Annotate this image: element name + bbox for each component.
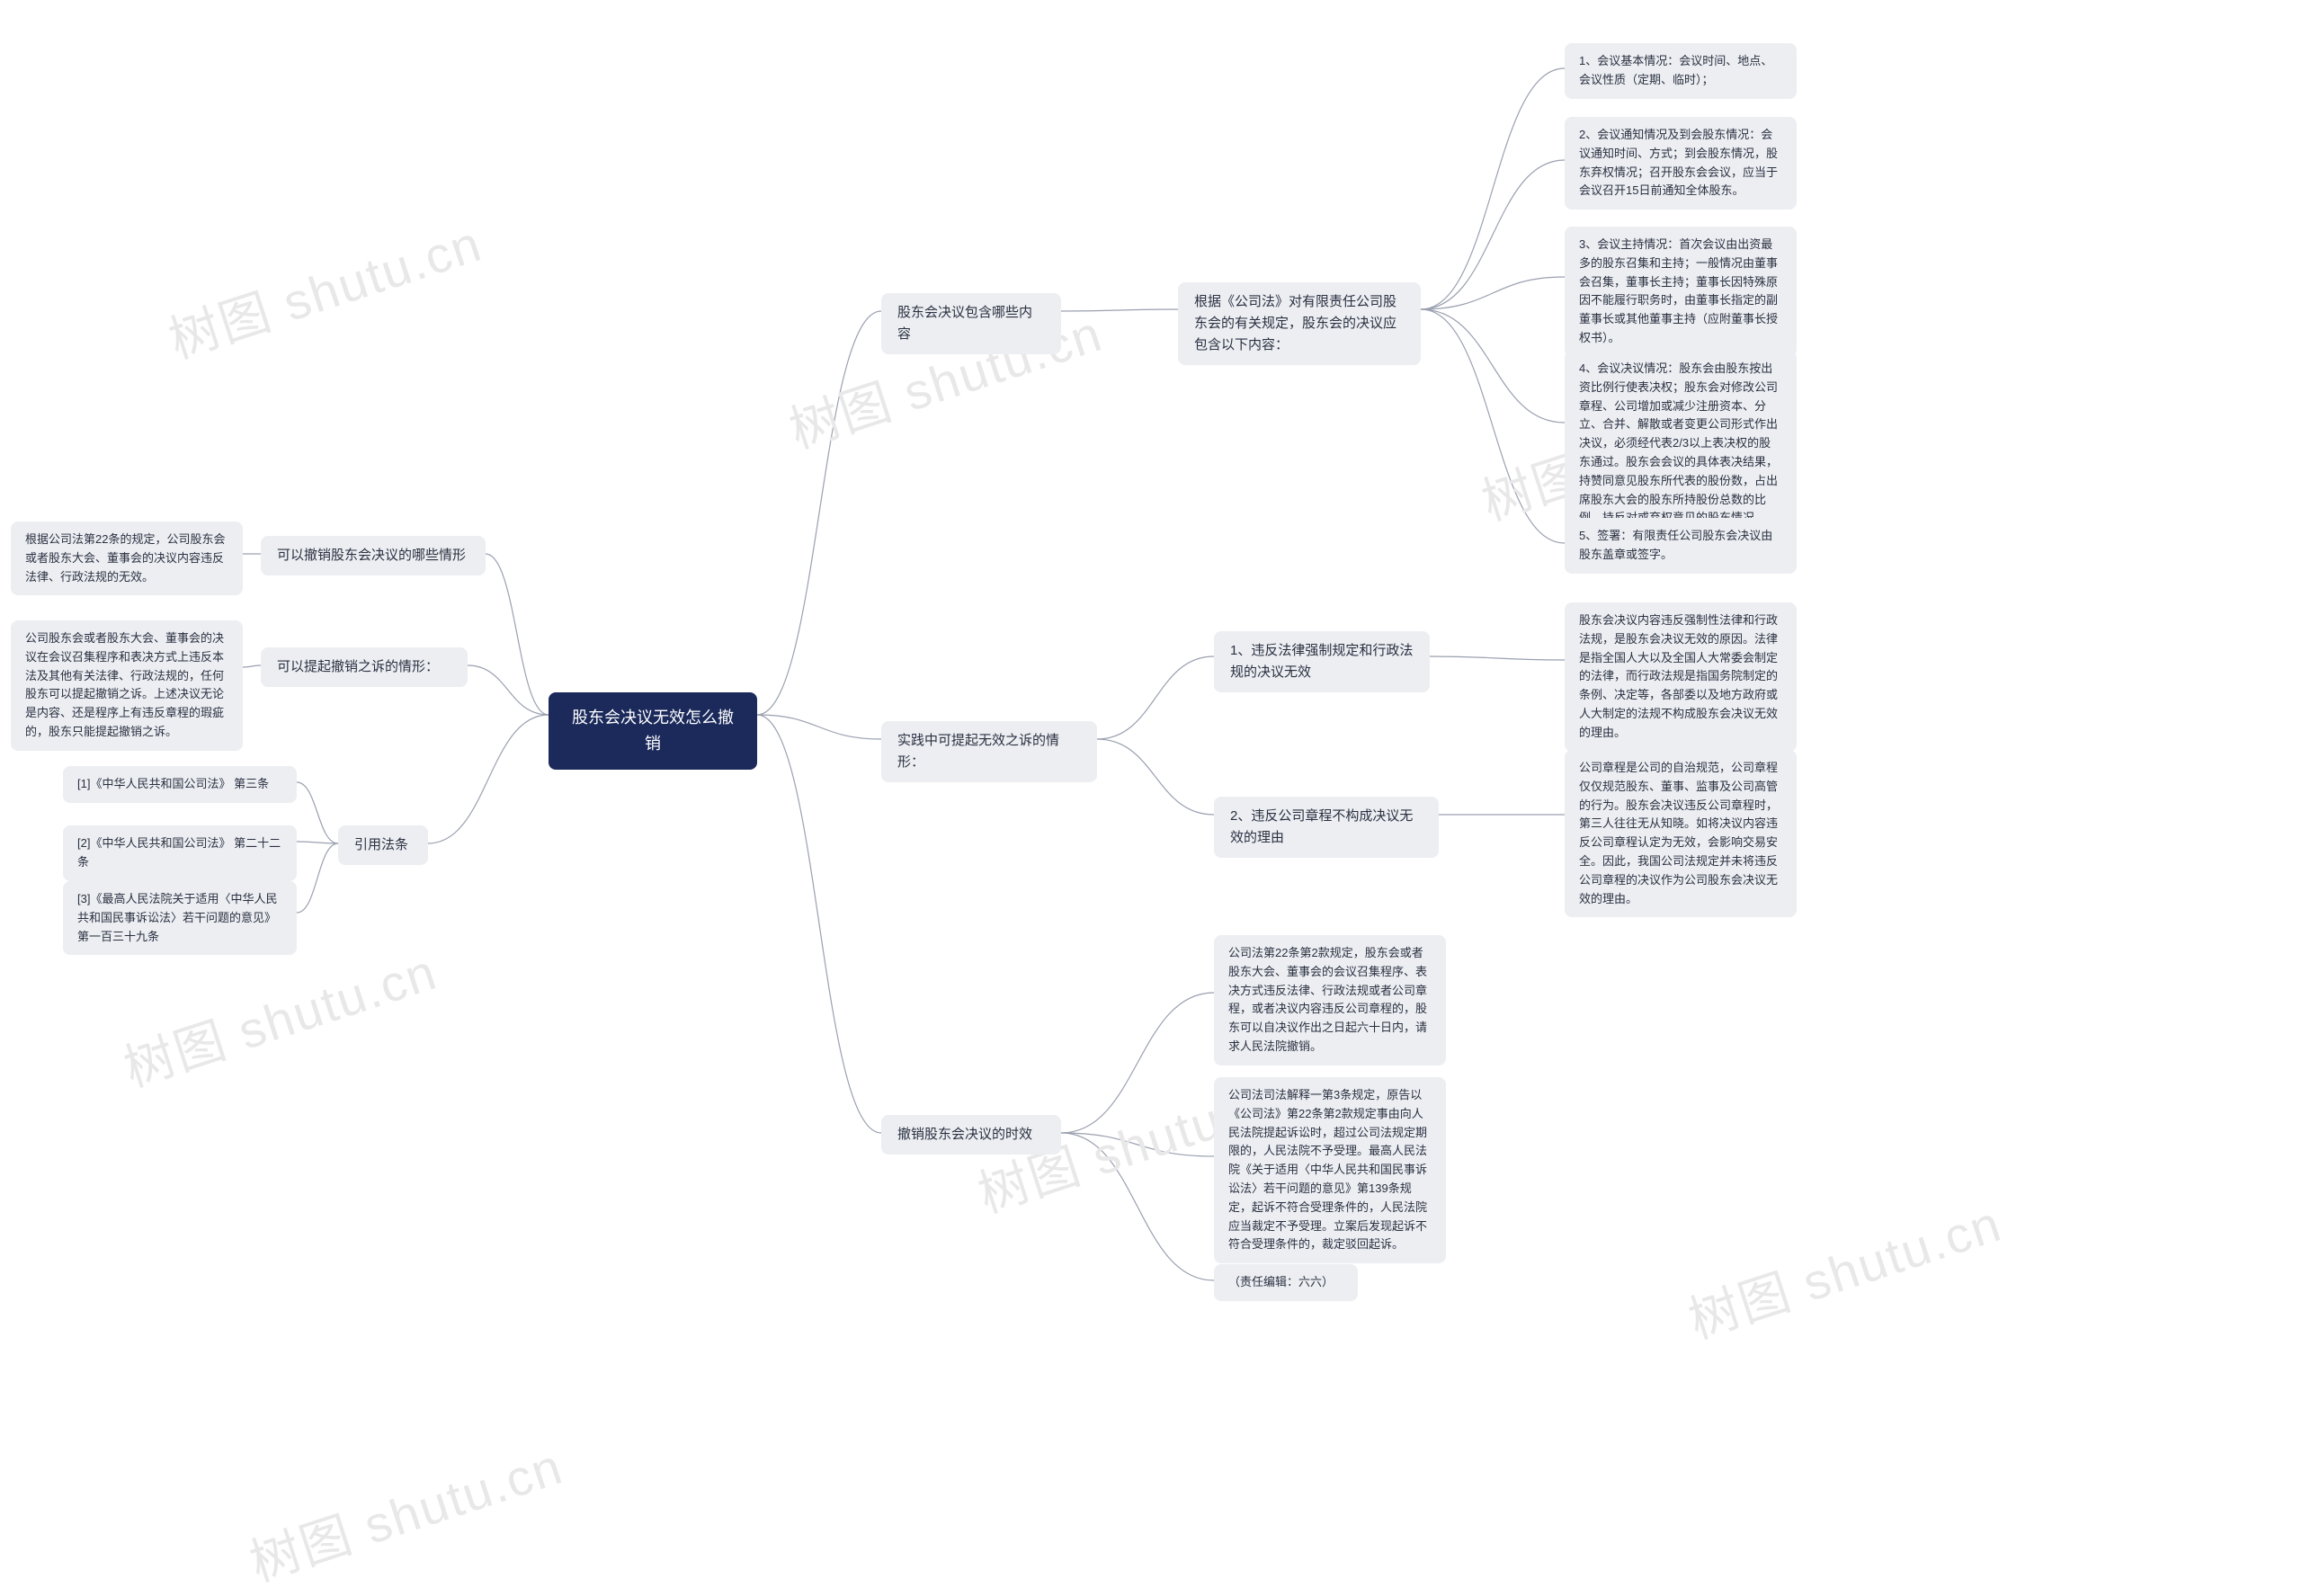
mindmap-node[interactable]: 1、会议基本情况：会议时间、地点、会议性质（定期、临时）； — [1565, 43, 1797, 99]
mindmap-node[interactable]: 根据公司法第22条的规定，公司股东会或者股东大会、董事会的决议内容违反法律、行政… — [11, 522, 243, 595]
mindmap-node[interactable]: 公司股东会或者股东大会、董事会的决议在会议召集程序和表决方式上违反本法及其他有关… — [11, 620, 243, 751]
connectors-layer — [0, 0, 2302, 1573]
mindmap-node[interactable]: 公司法司法解释一第3条规定，原告以《公司法》第22条第2款规定事由向人民法院提起… — [1214, 1077, 1446, 1263]
mindmap-node[interactable]: 股东会决议无效怎么撤销 — [549, 692, 757, 770]
mindmap-node[interactable]: [2]《中华人民共和国公司法》 第二十二条 — [63, 825, 297, 881]
mindmap-node[interactable]: 引用法条 — [338, 825, 428, 865]
mindmap-node[interactable]: 5、签署：有限责任公司股东会决议由股东盖章或签字。 — [1565, 518, 1797, 574]
mindmap-node[interactable]: 4、会议决议情况：股东会由股东按出资比例行使表决权；股东会对修改公司章程、公司增… — [1565, 351, 1797, 537]
mindmap-node[interactable]: 股东会决议包含哪些内容 — [881, 293, 1061, 354]
mindmap-canvas: 树图 shutu.cn树图 shutu.cn树图 shutu.cn树图 shut… — [0, 0, 2302, 1573]
mindmap-node[interactable]: 3、会议主持情况：首次会议由出资最多的股东召集和主持；一般情况由董事会召集，董事… — [1565, 227, 1797, 357]
mindmap-node[interactable]: [3]《最高人民法院关于适用〈中华人民共和国民事诉讼法〉若干问题的意见》 第一百… — [63, 881, 297, 955]
watermark: 树图 shutu.cn — [1678, 1183, 2010, 1353]
mindmap-node[interactable]: （责任编辑：六六） — [1214, 1264, 1358, 1301]
watermark: 树图 shutu.cn — [158, 203, 490, 373]
mindmap-node[interactable]: 可以撤销股东会决议的哪些情形 — [261, 536, 486, 575]
watermark: 树图 shutu.cn — [239, 1426, 571, 1596]
mindmap-node[interactable]: [1]《中华人民共和国公司法》 第三条 — [63, 766, 297, 803]
watermark: 树图 shutu.cn — [113, 932, 445, 1101]
mindmap-node[interactable]: 股东会决议内容违反强制性法律和行政法规，是股东会决议无效的原因。法律是指全国人大… — [1565, 602, 1797, 752]
mindmap-node[interactable]: 撤销股东会决议的时效 — [881, 1115, 1061, 1155]
mindmap-node[interactable]: 2、会议通知情况及到会股东情况：会议通知时间、方式；到会股东情况，股东弃权情况；… — [1565, 117, 1797, 210]
mindmap-node[interactable]: 1、违反法律强制规定和行政法规的决议无效 — [1214, 631, 1430, 692]
mindmap-node[interactable]: 2、违反公司章程不构成决议无效的理由 — [1214, 797, 1439, 858]
mindmap-node[interactable]: 公司法第22条第2款规定，股东会或者股东大会、董事会的会议召集程序、表决方式违反… — [1214, 935, 1446, 1065]
mindmap-node[interactable]: 公司章程是公司的自治规范，公司章程仅仅规范股东、董事、监事及公司高管的行为。股东… — [1565, 750, 1797, 917]
mindmap-node[interactable]: 根据《公司法》对有限责任公司股东会的有关规定，股东会的决议应包含以下内容： — [1178, 282, 1421, 365]
mindmap-node[interactable]: 可以提起撤销之诉的情形： — [261, 647, 468, 687]
mindmap-node[interactable]: 实践中可提起无效之诉的情形： — [881, 721, 1097, 782]
